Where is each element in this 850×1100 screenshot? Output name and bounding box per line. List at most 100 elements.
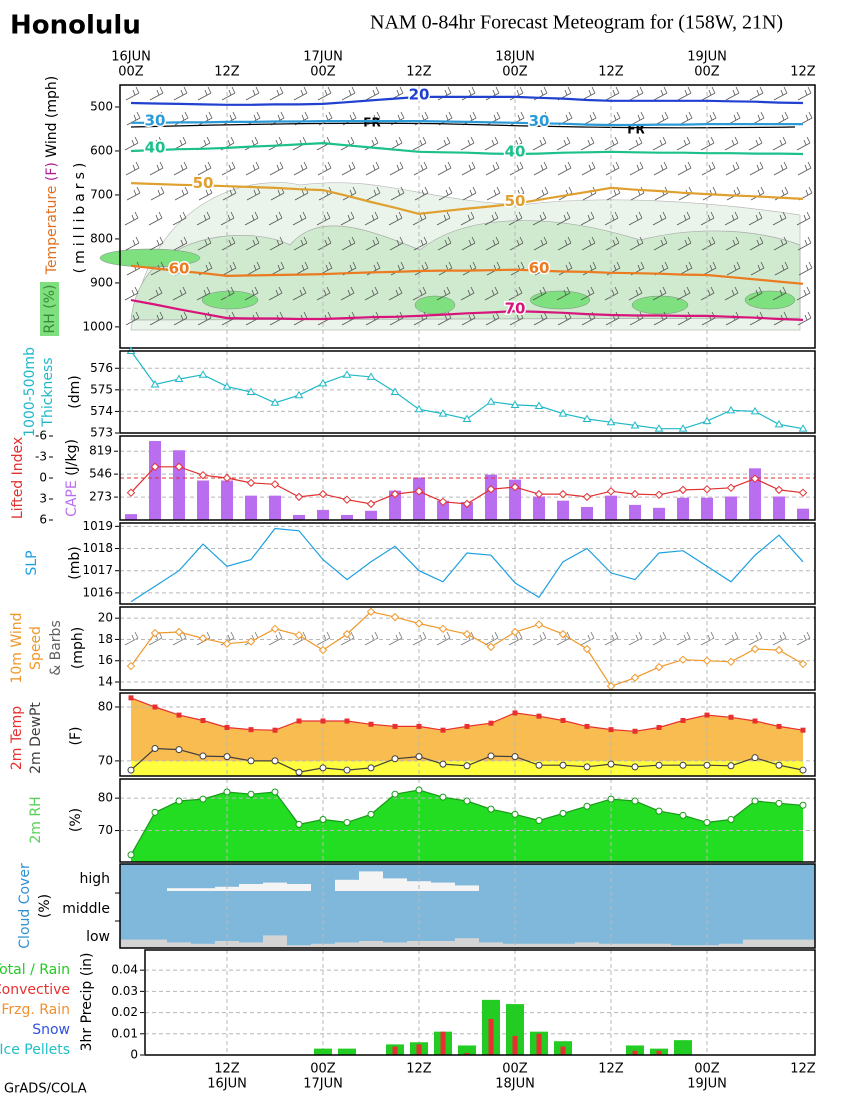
marker bbox=[462, 414, 472, 422]
precip-bar bbox=[560, 1046, 566, 1055]
bottom-hour-label: 12Z bbox=[790, 1062, 816, 1077]
y-tick-label: 0 bbox=[130, 1048, 138, 1062]
marker bbox=[631, 797, 639, 805]
marker bbox=[342, 370, 352, 378]
bar bbox=[221, 480, 233, 520]
marker bbox=[702, 416, 712, 425]
y-tick-label: 1019 bbox=[82, 519, 113, 533]
marker bbox=[510, 627, 520, 637]
y-tick-label: 576 bbox=[90, 361, 113, 375]
marker bbox=[392, 723, 398, 729]
y-tick-label: 819 bbox=[89, 444, 112, 458]
panel-frame bbox=[119, 692, 816, 777]
marker bbox=[342, 495, 352, 504]
rh-shading bbox=[414, 295, 456, 315]
marker bbox=[271, 788, 279, 796]
marker bbox=[198, 370, 208, 378]
isotherm-label: 40 bbox=[505, 143, 526, 161]
precip-bar bbox=[392, 1046, 398, 1055]
cloud-background bbox=[120, 864, 815, 948]
cloud-bar bbox=[191, 943, 215, 948]
level-label: high bbox=[79, 871, 110, 887]
marker bbox=[295, 768, 303, 776]
marker bbox=[294, 390, 304, 399]
bar bbox=[365, 510, 377, 520]
marker bbox=[703, 761, 711, 769]
marker bbox=[512, 710, 518, 716]
marker bbox=[678, 485, 688, 495]
freezing-level bbox=[130, 122, 796, 129]
marker bbox=[583, 802, 591, 810]
marker bbox=[702, 656, 712, 665]
marker bbox=[366, 607, 376, 616]
pressure-label: (millibars) bbox=[72, 159, 88, 274]
rh-shading bbox=[529, 290, 591, 310]
bottom-hour-label: 12Z bbox=[598, 1062, 624, 1077]
cloud-bar bbox=[335, 942, 359, 948]
marker bbox=[606, 487, 616, 496]
line bbox=[130, 611, 804, 688]
y-tick-label: 70 bbox=[98, 823, 113, 837]
marker bbox=[174, 627, 184, 637]
panel-frame bbox=[119, 606, 816, 691]
marker bbox=[606, 682, 616, 691]
upper-y-label: Temperature (F) Wind (mph) bbox=[44, 76, 60, 276]
y-label: 2m Temp bbox=[9, 706, 25, 770]
marker bbox=[320, 718, 326, 724]
marker bbox=[583, 763, 591, 771]
precip-bar bbox=[440, 1031, 446, 1055]
top-hour-label: 00Z bbox=[502, 65, 528, 80]
y-label: Speed bbox=[28, 626, 44, 670]
marker bbox=[391, 755, 399, 763]
bar bbox=[509, 479, 521, 520]
isotherm bbox=[130, 141, 804, 156]
isotherm-label: 60 bbox=[529, 259, 550, 277]
marker bbox=[534, 620, 544, 629]
marker bbox=[247, 757, 255, 765]
y-tick-label: 80 bbox=[98, 791, 113, 805]
bottom-date-label: 17JUN bbox=[303, 1077, 343, 1092]
isotherm bbox=[130, 182, 804, 216]
cloud-bar bbox=[503, 943, 527, 948]
marker bbox=[535, 817, 543, 824]
marker bbox=[271, 757, 279, 765]
isotherm bbox=[130, 264, 804, 285]
marker bbox=[727, 762, 735, 770]
y-tick-label: 273 bbox=[89, 490, 112, 504]
y-tick-label: 1018 bbox=[82, 541, 113, 555]
marker bbox=[367, 810, 375, 818]
cloud-bar bbox=[359, 941, 383, 948]
marker bbox=[247, 790, 255, 798]
y-label: Lifted Index bbox=[10, 437, 26, 519]
marker bbox=[366, 372, 376, 380]
marker bbox=[678, 655, 688, 664]
y-tick-label: -3 bbox=[35, 450, 47, 464]
marker bbox=[270, 398, 280, 406]
precip-bar bbox=[338, 1048, 356, 1055]
marker bbox=[368, 721, 374, 727]
cloud-bar bbox=[695, 945, 719, 948]
marker bbox=[679, 761, 687, 769]
cloud-bar bbox=[287, 884, 311, 891]
top-hour-label: 12Z bbox=[406, 65, 432, 80]
bar bbox=[245, 495, 257, 520]
bar bbox=[293, 514, 305, 520]
y-tick-label: 500 bbox=[90, 99, 113, 113]
cloud-bar bbox=[455, 938, 479, 948]
cloud-bar bbox=[359, 871, 383, 891]
y-tick-label: 18 bbox=[98, 632, 113, 646]
marker bbox=[248, 727, 254, 733]
marker bbox=[128, 695, 134, 701]
marker bbox=[774, 485, 784, 495]
marker bbox=[726, 405, 736, 414]
marker bbox=[175, 797, 183, 805]
marker bbox=[728, 714, 734, 720]
cloud-bar bbox=[383, 942, 407, 948]
y-label: SLP bbox=[24, 550, 40, 575]
cloud-bar bbox=[743, 939, 767, 948]
marker bbox=[319, 816, 327, 824]
marker bbox=[270, 624, 280, 634]
marker bbox=[343, 818, 351, 826]
y-label: (mph) bbox=[70, 627, 86, 669]
bottom-hour-label: 00Z bbox=[502, 1062, 528, 1077]
